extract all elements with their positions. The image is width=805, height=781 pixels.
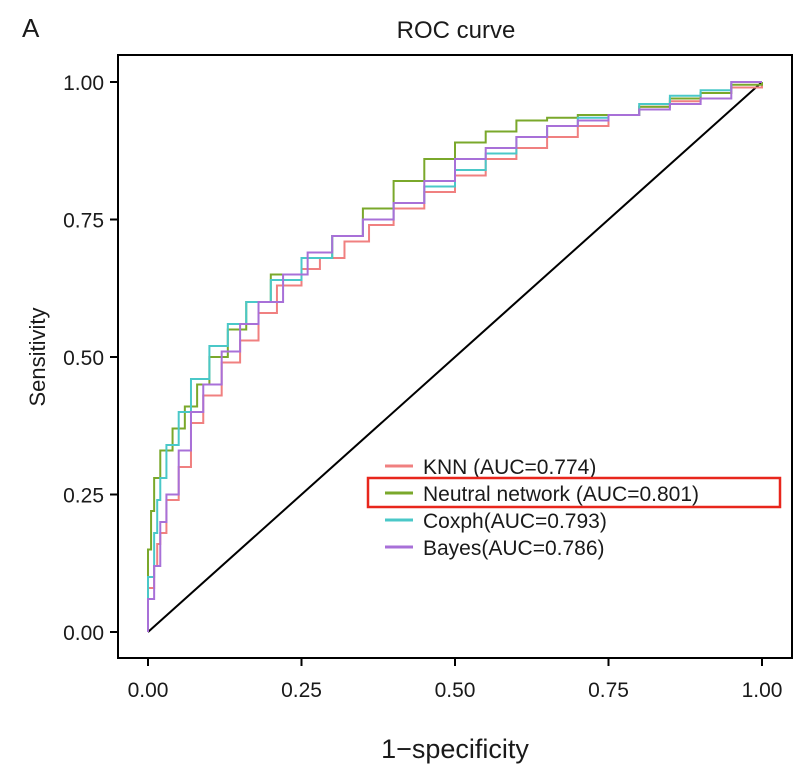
x-tick-label: 0.00	[128, 679, 169, 702]
y-tick-label: 0.50	[63, 347, 104, 370]
legend: KNN (AUC=0.774) Neutral network (AUC=0.80…	[366, 456, 782, 560]
legend-label: Bayes(AUC=0.786)	[423, 537, 605, 560]
x-axis: 0.00 0.25 0.50 0.75 1.00	[128, 658, 783, 702]
x-tick-label: 1.00	[742, 679, 783, 702]
x-tick-label: 0.75	[588, 679, 629, 702]
panel-label: A	[22, 13, 40, 43]
y-tick-label: 1.00	[63, 72, 104, 95]
y-axis-label: Sensitivity	[25, 307, 50, 406]
roc-series-lines	[147, 81, 763, 632]
y-tick-label: 0.25	[63, 485, 104, 508]
chart-title: ROC curve	[397, 17, 516, 44]
legend-label: Neutral network (AUC=0.801)	[423, 483, 699, 506]
x-axis-label: 1−specificity	[381, 734, 529, 764]
legend-label: KNN (AUC=0.774)	[423, 456, 596, 479]
y-tick-label: 0.75	[63, 210, 104, 233]
y-axis: 0.00 0.25 0.50 0.75 1.00	[63, 72, 118, 645]
y-tick-label: 0.00	[63, 622, 104, 645]
series-line-bayes	[147, 81, 762, 632]
legend-label: Coxph(AUC=0.793)	[423, 510, 607, 533]
x-tick-label: 0.25	[281, 679, 322, 702]
highlight-box	[366, 476, 782, 509]
x-tick-label: 0.50	[435, 679, 476, 702]
diagonal-reference-line	[147, 81, 763, 633]
